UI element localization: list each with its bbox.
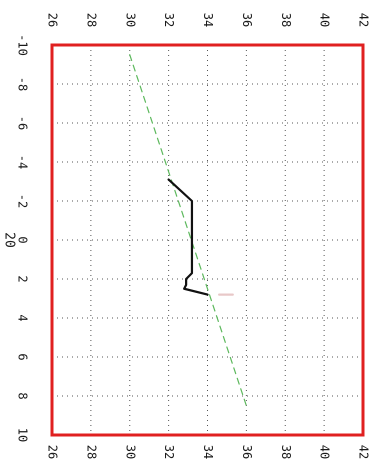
top-tick-label-3: 32 — [162, 13, 176, 27]
left-tick-label-8: 6 — [16, 353, 30, 360]
top-tick-label-0: 26 — [46, 13, 60, 27]
top-tick-label-6: 38 — [279, 13, 293, 27]
left-tick-label-7: 4 — [16, 314, 30, 321]
series-line-1 — [167, 178, 209, 296]
series-layer — [129, 54, 247, 407]
top-tick-label-7: 40 — [318, 13, 332, 27]
left-tick-label-6: 2 — [16, 275, 30, 282]
left-tick-label-5: 0 — [16, 236, 30, 243]
bottom-tick-label-4: 34 — [201, 445, 215, 459]
top-tick-label-4: 34 — [201, 13, 215, 27]
top-tick-label-5: 36 — [240, 13, 254, 27]
tick-labels: 262628283030323234343636383840404242-10-… — [16, 13, 371, 459]
left-tick-label-1: -8 — [16, 77, 30, 91]
bottom-tick-label-2: 30 — [123, 445, 137, 459]
bottom-tick-label-6: 38 — [279, 445, 293, 459]
top-tick-label-2: 30 — [123, 13, 137, 27]
left-tick-label-2: -6 — [16, 116, 30, 130]
bottom-tick-label-3: 32 — [162, 445, 176, 459]
gridlines — [52, 45, 363, 435]
series-line-0 — [129, 54, 247, 407]
left-tick-label-3: -4 — [16, 155, 30, 169]
left-tick-label-0: -10 — [16, 34, 30, 56]
left-tick-label-10: 10 — [16, 428, 30, 442]
top-tick-label-8: 42 — [357, 13, 371, 27]
top-tick-label-1: 28 — [84, 13, 98, 27]
bottom-tick-label-0: 26 — [46, 445, 60, 459]
plot-frame — [50, 43, 365, 437]
x-axis-label: 20 — [2, 232, 17, 248]
bottom-tick-label-1: 28 — [84, 445, 98, 459]
bottom-tick-label-8: 42 — [357, 445, 371, 459]
left-tick-label-4: -2 — [16, 194, 30, 208]
bottom-tick-label-5: 36 — [240, 445, 254, 459]
left-tick-label-9: 8 — [16, 392, 30, 399]
bottom-tick-label-7: 40 — [318, 445, 332, 459]
